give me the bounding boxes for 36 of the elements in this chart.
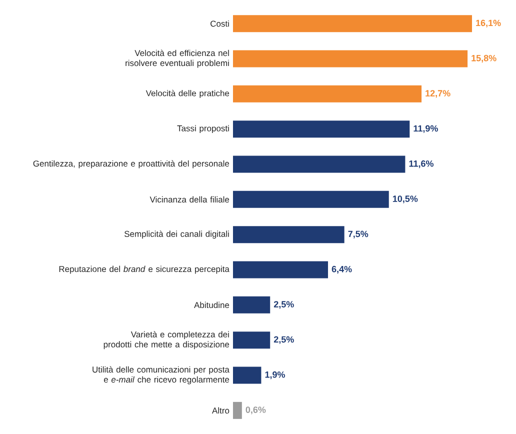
y-tick-label: Gentilezza, preparazione e proattività del personale [33, 160, 230, 168]
bar [233, 120, 410, 138]
data-label: 10,5% [392, 196, 418, 204]
data-label: 1,9% [265, 371, 286, 380]
data-label: 0,6% [246, 406, 266, 414]
bar [233, 226, 344, 244]
y-tick-label: Costi [210, 20, 229, 27]
y-tick-label: Tassi proposti [177, 125, 229, 134]
y-tick-label: Velocità ed efficienza nel risolvere eventuali problemi [126, 50, 229, 68]
data-label: 2,5% [274, 301, 294, 309]
data-label: 7,5% [348, 230, 368, 238]
data-label: 2,5% [274, 336, 294, 344]
bar [233, 50, 468, 68]
data-label: 12,7% [426, 90, 450, 98]
y-tick-label: Vicinanza della filiale [150, 196, 230, 203]
y-tick-label: Reputazione del brand e sicurezza percepita [59, 266, 230, 274]
y-tick-label: Varietà e completezza dei prodotti che mette a disposizione [104, 331, 230, 350]
bar [233, 85, 422, 102]
bar [233, 332, 270, 349]
data-label: 15,8% [472, 54, 496, 63]
data-label: 6,4% [332, 266, 352, 274]
data-label: 16,1% [476, 20, 501, 28]
data-label: 11,9% [414, 125, 438, 133]
y-tick-label: Altro [212, 407, 230, 414]
bar [233, 296, 270, 314]
bar [233, 402, 242, 419]
bar [233, 190, 389, 208]
bar [233, 156, 406, 173]
y-tick-label: Semplicità dei canali digitali [124, 230, 229, 239]
y-tick-label: Abitudine [194, 302, 230, 308]
bar [233, 366, 262, 384]
bar [233, 15, 472, 32]
y-tick-label: Utilità delle comunicazioni per posta e e-mail che ricevo regolarmente [92, 366, 230, 384]
y-tick-label: Velocità delle pratiche [146, 90, 230, 98]
data-label: 11,6% [409, 160, 434, 168]
bar [233, 261, 328, 278]
